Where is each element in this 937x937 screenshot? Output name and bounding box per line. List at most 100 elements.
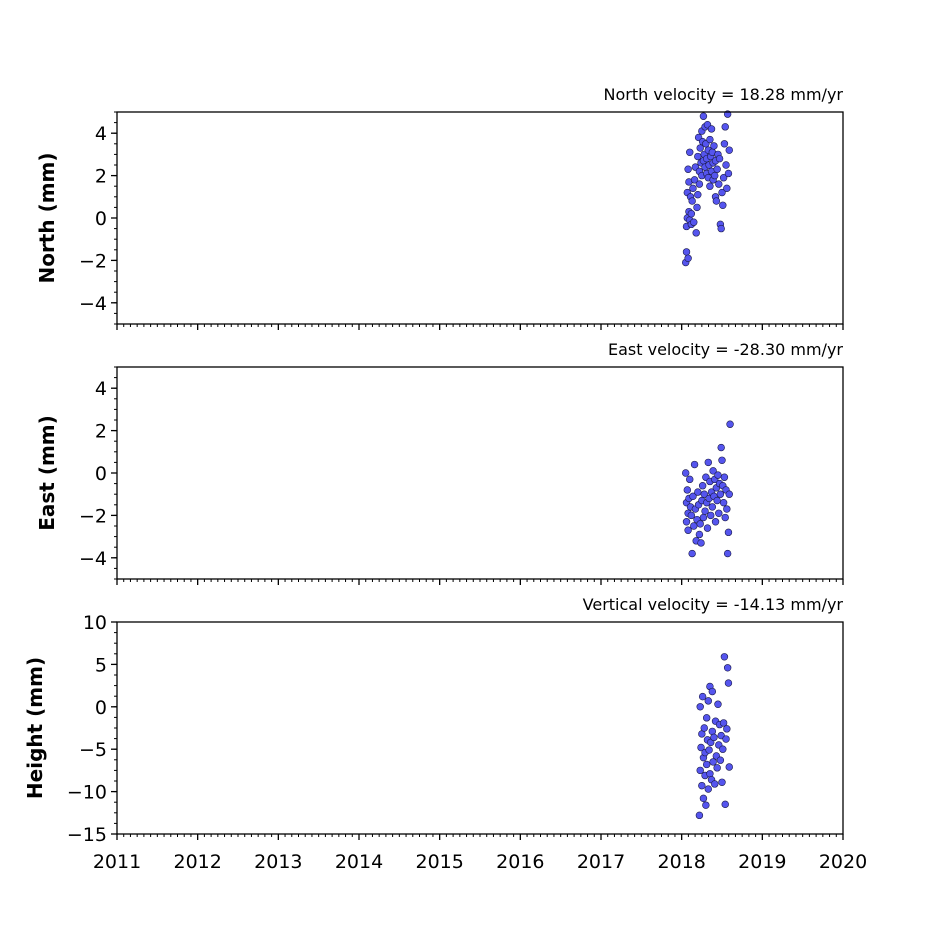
data-point [696, 703, 704, 711]
y-tick-label: −4 [79, 548, 107, 570]
data-point [719, 719, 728, 727]
data-point [716, 756, 725, 764]
data-point [703, 524, 712, 532]
data-point [709, 467, 717, 475]
data-point [713, 496, 721, 505]
data-point [721, 123, 729, 131]
data-point [711, 171, 719, 180]
data-point [719, 174, 728, 182]
y-tick-label: 2 [95, 166, 107, 188]
data-point [704, 697, 712, 705]
data-point [715, 509, 723, 517]
data-point [722, 161, 730, 169]
data-point [725, 146, 733, 154]
x-tick-label: 2016 [496, 851, 544, 873]
data-point [699, 513, 708, 522]
data-point [696, 766, 704, 775]
east-plot-frame [116, 366, 844, 580]
data-point [705, 746, 713, 754]
data-point [698, 482, 707, 490]
data-point [708, 503, 717, 511]
data-point [695, 530, 704, 539]
data-point [712, 197, 721, 205]
data-point [684, 526, 692, 534]
data-point [687, 511, 696, 520]
data-point [708, 687, 717, 696]
x-tick-label: 2019 [738, 851, 786, 873]
data-point [706, 135, 714, 144]
data-point [719, 745, 727, 753]
data-point [723, 549, 732, 558]
east-velocity-title: East velocity = -28.30 mm/yr [608, 340, 843, 359]
data-point [711, 780, 719, 788]
y-tick-label: 2 [95, 421, 107, 443]
data-point [704, 785, 712, 793]
y-tick-label: −2 [79, 505, 107, 527]
data-point [710, 733, 718, 742]
height-panel: Vertical velocity = -14.13 mm/yr Height … [23, 595, 844, 846]
data-point [721, 800, 729, 809]
y-tick-label: −15 [67, 824, 107, 846]
data-point [707, 125, 716, 133]
data-point [716, 490, 725, 498]
data-point [702, 801, 710, 809]
east-axis-label: East (mm) [35, 415, 59, 531]
data-point [713, 764, 721, 772]
x-tick-label: 2013 [254, 851, 302, 873]
data-point [723, 184, 731, 193]
data-point [688, 197, 696, 205]
data-point [694, 152, 702, 161]
data-point [682, 248, 691, 256]
data-point [715, 154, 724, 163]
data-point [699, 112, 708, 120]
data-point [700, 490, 708, 498]
data-point [690, 176, 699, 184]
y-tick-label: 0 [95, 463, 107, 485]
north-panel: North velocity = 18.28 mm/yr North (mm) … [35, 85, 844, 330]
data-point [726, 420, 734, 428]
data-point [699, 794, 708, 803]
north-axis-label: North (mm) [35, 152, 59, 283]
data-point [717, 443, 725, 452]
data-point [690, 522, 698, 530]
data-point [700, 724, 708, 732]
data-point [702, 714, 711, 722]
data-point [694, 488, 702, 496]
data-point [725, 490, 733, 498]
data-point [686, 148, 694, 156]
data-point [724, 528, 733, 537]
data-point [698, 781, 706, 790]
data-point [698, 692, 707, 701]
data-point [696, 520, 704, 528]
data-point [707, 511, 715, 520]
x-tick-label: 2015 [415, 851, 463, 873]
data-point [695, 180, 704, 188]
x-tick-label: 2018 [657, 851, 705, 873]
data-point [686, 475, 694, 484]
data-point [704, 458, 712, 467]
data-point [701, 507, 709, 515]
data-point [710, 142, 718, 150]
y-tick-label: 4 [95, 378, 107, 400]
y-tick-label: 10 [83, 612, 107, 634]
data-point [709, 758, 717, 766]
data-point [718, 456, 726, 464]
data-point [724, 169, 733, 178]
north-plot-frame [116, 111, 844, 325]
y-tick-label: 4 [95, 123, 107, 145]
data-point [714, 471, 722, 479]
data-point [702, 760, 711, 769]
data-point [723, 505, 731, 513]
x-tick-label: 2011 [93, 851, 141, 873]
x-tick-label: 2017 [577, 851, 625, 873]
data-point [723, 664, 732, 672]
y-tick-label: 0 [95, 208, 107, 230]
data-point [720, 140, 729, 148]
x-tick-label: 2012 [173, 851, 221, 873]
data-point [711, 518, 720, 526]
data-point [717, 224, 725, 233]
data-point [725, 763, 733, 771]
data-point [724, 679, 733, 687]
data-point [715, 180, 723, 188]
data-point [723, 725, 731, 733]
